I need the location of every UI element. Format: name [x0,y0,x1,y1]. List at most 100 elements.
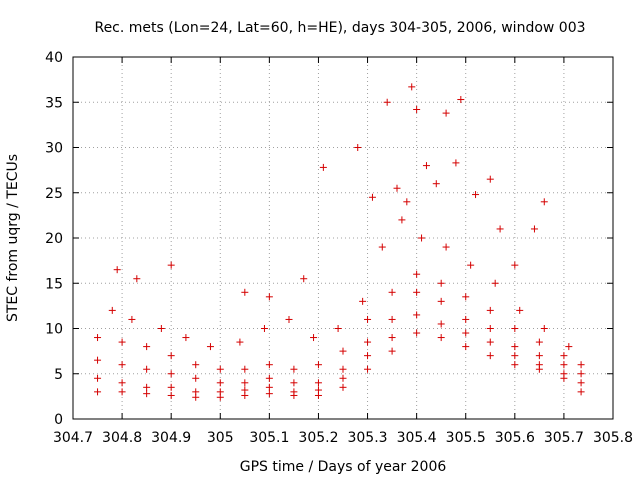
data-point [118,338,126,346]
data-point [94,356,102,364]
data-point [167,383,175,391]
data-point [265,374,273,382]
y-axis-label: STEC from uqrg / TECUs [5,154,21,322]
x-tick-label: 304.8 [102,430,142,446]
data-point [472,191,480,199]
y-tick-label: 10 [45,322,63,338]
gridlines [73,57,613,419]
data-point [560,361,568,369]
data-point [388,288,396,296]
x-tick-label: 305.8 [593,430,633,446]
y-tick-label: 35 [45,95,63,111]
data-point [300,275,308,283]
data-point [368,193,376,201]
data-point [486,338,494,346]
x-tick-label: 305.3 [347,430,387,446]
data-point [511,343,519,351]
y-tick-label: 40 [45,50,63,66]
y-tick-label: 15 [45,276,63,292]
data-point [383,98,391,106]
x-tick-label: 304.7 [53,430,93,446]
y-axis: 0 5 10 15 20 25 30 35 40 [45,50,613,428]
x-axis: 304.7 304.8 304.9 305 305.1 305.2 305.3 305.4 30… [53,57,633,446]
x-tick-label: 305.2 [298,430,338,446]
data-point [540,325,548,332]
data-point [241,379,249,387]
data-point [486,175,494,183]
data-point [216,388,224,396]
data-point [265,361,273,369]
data-point [388,334,396,342]
data-point [486,306,494,314]
data-point [113,266,121,274]
y-tick-label: 5 [54,367,63,383]
data-points [94,83,585,401]
x-axis-label: GPS time / Days of year 2006 [240,459,447,475]
data-point [437,297,445,305]
data-point [462,343,470,351]
data-point [486,325,494,332]
x-tick-label: 305.1 [249,430,289,446]
data-point [314,386,322,394]
y-tick-label: 20 [45,231,63,247]
data-point [432,180,440,188]
data-point [452,159,460,167]
data-point [535,352,543,360]
data-point [496,225,504,233]
data-point [364,338,372,346]
data-point [310,334,318,342]
data-point [94,334,102,342]
data-point [118,388,126,396]
x-tick-label: 305.6 [495,430,535,446]
data-point [486,352,494,360]
data-point [511,261,519,269]
data-point [398,216,406,224]
x-tick-label: 305.4 [397,430,437,446]
data-point [260,325,268,332]
data-point [339,383,347,391]
data-point [354,144,362,151]
data-point [378,243,386,251]
data-point [403,198,411,206]
data-point [577,379,585,387]
x-tick-label: 304.9 [151,430,191,446]
x-tick-label: 305.5 [446,430,486,446]
data-point [339,374,347,382]
data-point [457,96,465,104]
data-point [314,379,322,387]
data-point [285,315,293,323]
data-point [577,361,585,369]
data-point [364,365,372,373]
data-point [413,270,421,278]
data-point [560,370,568,378]
data-point [413,105,421,113]
data-point [216,379,224,387]
data-point [511,361,519,369]
data-point [133,275,141,283]
data-point [511,325,519,332]
data-point [516,306,524,314]
data-point [167,261,175,269]
data-point [467,261,475,269]
data-point [265,293,273,301]
data-point [418,234,426,242]
data-point [265,383,273,391]
data-point [462,293,470,301]
data-point [408,83,416,91]
data-point [241,386,249,394]
data-point [491,279,499,287]
data-point [157,325,165,332]
data-point [577,388,585,396]
data-point [143,365,151,373]
data-point [442,243,450,251]
data-point [192,361,200,369]
data-point [413,311,421,319]
data-point [118,379,126,387]
data-point [339,365,347,373]
x-tick-label: 305.7 [544,430,584,446]
data-point [442,109,450,117]
y-tick-label: 30 [45,141,63,157]
data-point [314,361,322,369]
data-point [167,370,175,378]
